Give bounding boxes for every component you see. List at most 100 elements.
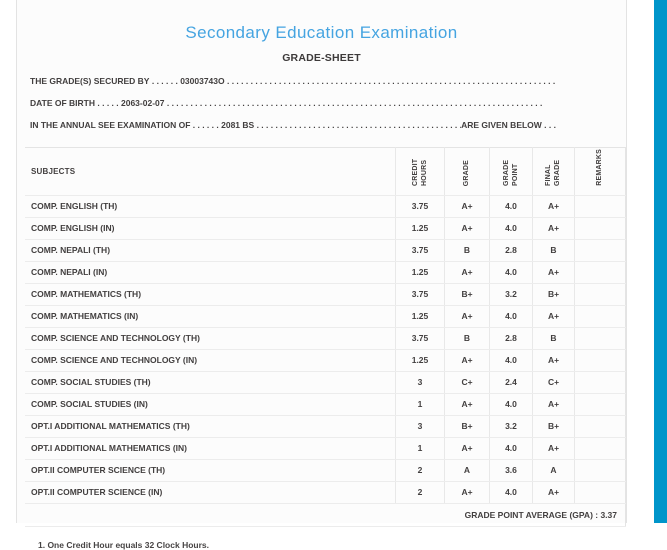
credit-hours-cell: 1.25 [395, 349, 445, 372]
subject-cell: COMP. NEPALI (TH) [25, 239, 396, 262]
column-header-remarks: REMARKS [574, 147, 626, 196]
remarks-cell [574, 283, 626, 306]
table-row: COMP. MATHEMATICS (TH) 3.75 B+ 3.2 B+ [25, 283, 626, 306]
grade-point-cell: 3.6 [489, 459, 533, 482]
table-row: OPT.II COMPUTER SCIENCE (TH) 2 A 3.6 A [25, 459, 626, 482]
credit-hour-footnote: 1. One Credit Hour equals 32 Clock Hours… [38, 539, 209, 550]
subject-cell: COMP. SOCIAL STUDIES (TH) [25, 371, 396, 394]
grade-point-cell: 4.0 [489, 217, 533, 240]
grade-point-cell: 3.2 [489, 415, 533, 438]
remarks-cell [574, 217, 626, 240]
grade-point-cell: 2.8 [489, 327, 533, 350]
date-of-birth-label: DATE OF BIRTH [30, 98, 96, 108]
grade-point-cell: 4.0 [489, 195, 533, 218]
remarks-cell [574, 481, 626, 504]
page-title: Secondary Education Examination [185, 23, 458, 42]
subject-cell: OPT.I ADDITIONAL MATHEMATICS (IN) [25, 437, 396, 460]
grade-point-cell: 4.0 [489, 437, 533, 460]
column-header-subjects: SUBJECTS [25, 147, 396, 196]
remarks-cell [574, 261, 626, 284]
dot-leader: . . . . . . [149, 76, 181, 86]
grade-sheet-panel: Secondary Education Examination GRADE-SH… [16, 0, 627, 550]
remarks-cell [574, 437, 626, 460]
grade-point-cell: 4.0 [489, 261, 533, 284]
final-grade-cell: B+ [532, 283, 575, 306]
table-row: COMP. NEPALI (IN) 1.25 A+ 4.0 A+ [25, 261, 626, 284]
remarks-rotated-label: REMARKS [596, 149, 604, 186]
table-row: COMP. NEPALI (TH) 3.75 B 2.8 B [25, 239, 626, 262]
grade-point-cell: 4.0 [489, 481, 533, 504]
right-side-strip [654, 0, 667, 523]
subject-cell: COMP. SCIENCE AND TECHNOLOGY (IN) [25, 349, 396, 372]
column-header-grade: GRADE [444, 147, 490, 196]
subject-cell: COMP. MATHEMATICS (TH) [25, 283, 396, 306]
table-row: COMP. ENGLISH (TH) 3.75 A+ 4.0 A+ [25, 195, 626, 218]
remarks-cell [574, 415, 626, 438]
final-grade-cell: A+ [532, 261, 575, 284]
credit-hours-cell: 1 [395, 393, 445, 416]
credit-hours-cell: 1.25 [395, 261, 445, 284]
final-grade-cell: B [532, 239, 575, 262]
table-row: OPT.I ADDITIONAL MATHEMATICS (IN) 1 A+ 4… [25, 437, 626, 460]
grades-table: SUBJECTS CREDIT HOURS GRADE GRADE POINT … [25, 147, 626, 527]
credit-hours-cell: 3 [395, 371, 445, 394]
table-row: COMP. ENGLISH (IN) 1.25 A+ 4.0 A+ [25, 217, 626, 240]
final-grade-cell: A+ [532, 349, 575, 372]
grade-point-cell: 2.8 [489, 239, 533, 262]
credit-hours-cell: 2 [395, 481, 445, 504]
final-grade-cell: A+ [532, 195, 575, 218]
final-grade-cell: A+ [532, 481, 575, 504]
remarks-cell [574, 195, 626, 218]
final-grade-cell: A+ [532, 393, 575, 416]
final-grade-cell: B [532, 327, 575, 350]
grade-cell: A+ [444, 217, 490, 240]
final-grade-cell: A+ [532, 437, 575, 460]
credit-hours-cell: 3 [395, 415, 445, 438]
grade-rotated-label: GRADE [463, 159, 471, 186]
remarks-cell [574, 327, 626, 350]
subject-cell: OPT.II COMPUTER SCIENCE (IN) [25, 481, 396, 504]
grade-cell: B+ [444, 415, 490, 438]
final-grade-cell: A+ [532, 305, 575, 328]
column-header-final-grade: FINAL GRADE [532, 147, 575, 196]
info-line-secured-by: THE GRADE(S) SECURED BY . . . . . . 0300… [30, 76, 556, 98]
subject-cell: COMP. ENGLISH (IN) [25, 217, 396, 240]
grade-cell: B [444, 239, 490, 262]
grade-cell: C+ [444, 371, 490, 394]
credit-hours-cell: 3.75 [395, 283, 445, 306]
remarks-cell [574, 349, 626, 372]
grade-point-rotated-label: GRADE POINT [502, 159, 519, 186]
grade-cell: A+ [444, 437, 490, 460]
column-header-credit-hours: CREDIT HOURS [395, 147, 445, 196]
final-grade-rotated-label: FINAL GRADE [545, 159, 562, 186]
grade-point-cell: 4.0 [489, 349, 533, 372]
grade-cell: A+ [444, 481, 490, 504]
credit-hours-cell: 3.75 [395, 327, 445, 350]
grade-cell: A+ [444, 261, 490, 284]
credit-hours-cell: 2 [395, 459, 445, 482]
examination-year-value: 2081 BS [221, 120, 255, 130]
secured-by-label: THE GRADE(S) SECURED BY [30, 76, 150, 86]
are-given-below-label: ARE GIVEN BELOW . . . [461, 120, 556, 130]
table-row: COMP. MATHEMATICS (IN) 1.25 A+ 4.0 A+ [25, 305, 626, 328]
date-of-birth-value: 2063-02-07 [121, 98, 165, 108]
student-info-block: THE GRADE(S) SECURED BY . . . . . . 0300… [17, 76, 626, 142]
grade-cell: A+ [444, 195, 490, 218]
info-line-date-of-birth: DATE OF BIRTH . . . . . 2063-02-07 . . .… [30, 98, 556, 120]
subject-cell: COMP. SOCIAL STUDIES (IN) [25, 393, 396, 416]
credit-hours-cell: 3.75 [395, 239, 445, 262]
remarks-cell [574, 459, 626, 482]
subject-cell: OPT.II COMPUTER SCIENCE (TH) [25, 459, 396, 482]
credit-hours-cell: 1.25 [395, 305, 445, 328]
grade-point-cell: 4.0 [489, 393, 533, 416]
table-row: OPT.II COMPUTER SCIENCE (IN) 2 A+ 4.0 A+ [25, 481, 626, 504]
grade-cell: A+ [444, 349, 490, 372]
remarks-cell [574, 305, 626, 328]
info-line-examination-of: IN THE ANNUAL SEE EXAMINATION OF . . . .… [30, 120, 556, 142]
grade-point-cell: 2.4 [489, 371, 533, 394]
remarks-cell [574, 371, 626, 394]
final-grade-cell: B+ [532, 415, 575, 438]
dot-trail: . . . . . . . . . . . . . . . . . . . . … [226, 76, 556, 86]
subject-cell: COMP. ENGLISH (TH) [25, 195, 396, 218]
final-grade-cell: A+ [532, 217, 575, 240]
